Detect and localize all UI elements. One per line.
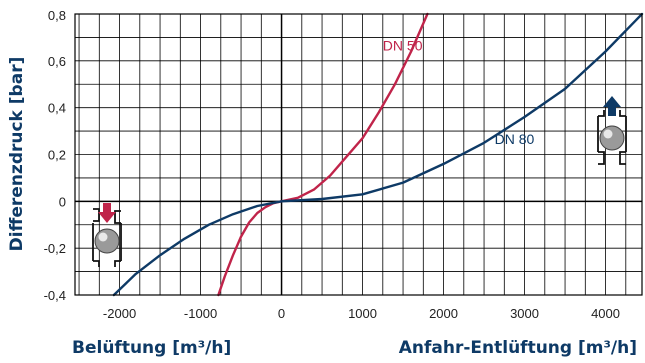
x-tick-label: -1000 <box>184 306 217 321</box>
tick-labels: -2000 -1000 0 1000 2000 3000 4000 -0,4 -0,2 0 0,2 0… <box>44 8 620 321</box>
x-tick-label: -2000 <box>103 306 136 321</box>
series-label: DN 50 <box>383 37 423 53</box>
y-tick-label: 0,8 <box>48 8 66 23</box>
y-axis-title: Differenzdruck [bar] <box>7 57 27 252</box>
plot-frame <box>74 13 643 296</box>
y-tick-label: 0,4 <box>48 101 66 116</box>
x-axis-title-left: Belüftung [m³/h] <box>72 338 231 358</box>
ventilation-valve-icon <box>92 203 122 267</box>
x-tick-label: 1000 <box>348 306 377 321</box>
series-line-dn-50 <box>217 12 429 297</box>
x-tick-label: 3000 <box>510 306 539 321</box>
x-tick-label: 0 <box>278 306 285 321</box>
y-tick-label: 0,2 <box>48 148 66 163</box>
venting-valve-icon <box>597 96 627 165</box>
plot-series: DN 50 DN 80 <box>112 12 644 297</box>
y-tick-label: -0,4 <box>44 288 66 303</box>
x-tick-label: 4000 <box>591 306 620 321</box>
grid <box>75 14 642 295</box>
series-label: DN 80 <box>495 131 535 147</box>
y-tick-label: -0,2 <box>44 241 66 256</box>
x-axis-title-right: Anfahr-Entlüftung [m³/h] <box>399 338 637 358</box>
y-tick-label: 0,6 <box>48 54 66 69</box>
x-tick-label: 2000 <box>429 306 458 321</box>
series-line-dn-80 <box>112 12 644 297</box>
y-tick-label: 0 <box>59 194 66 209</box>
